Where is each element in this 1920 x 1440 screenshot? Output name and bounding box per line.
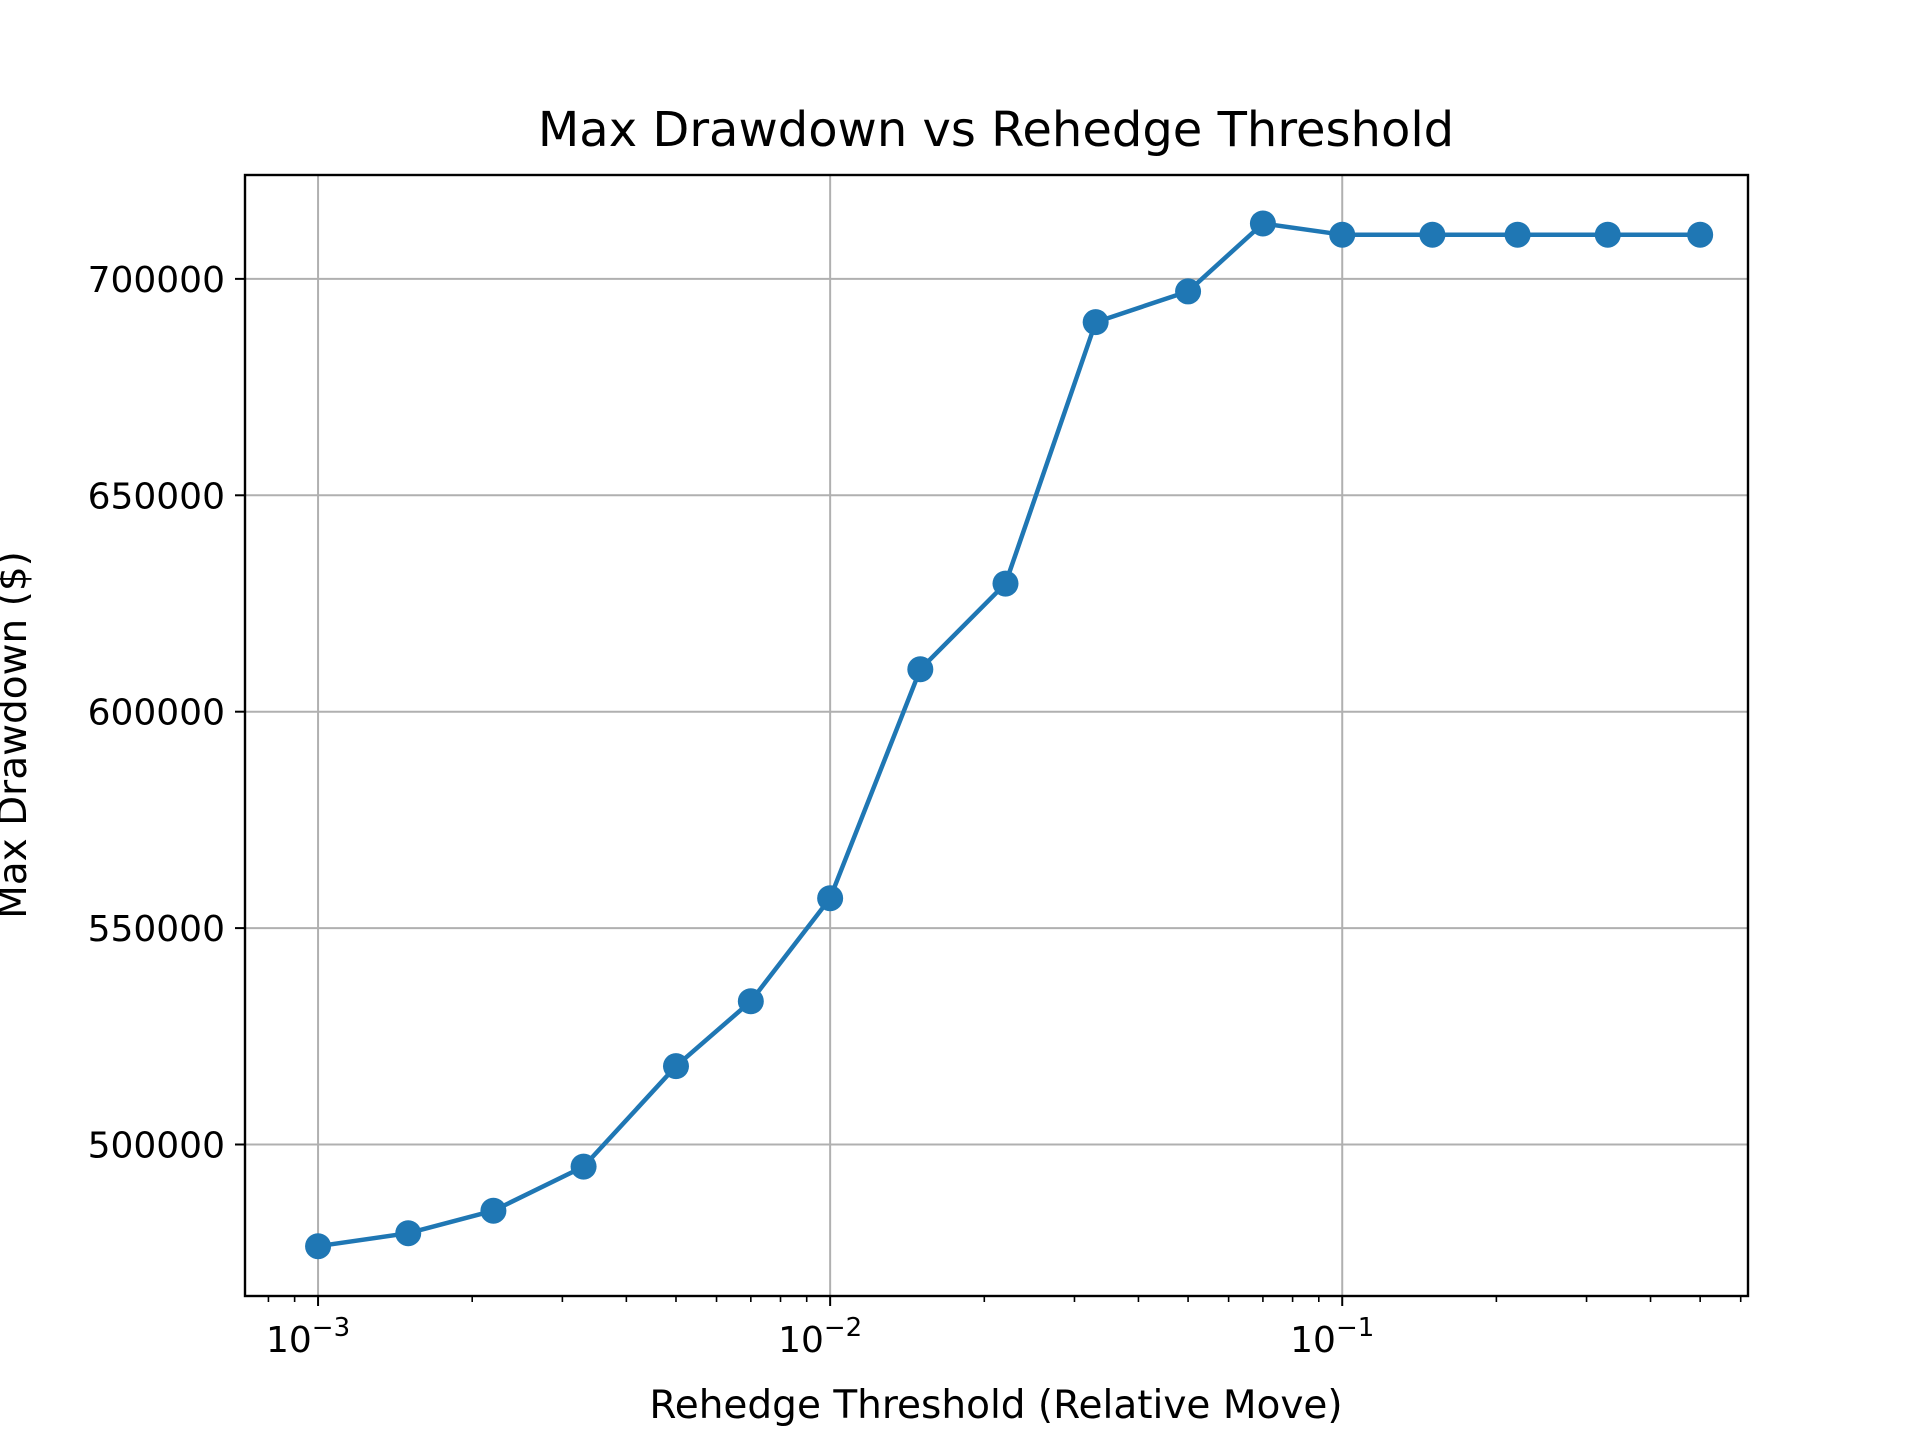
plot-frame (243, 173, 1750, 1298)
data-point (570, 1153, 597, 1180)
data-point (992, 570, 1019, 597)
data-point (1249, 210, 1276, 237)
y-axis-label: Max Drawdown ($) (0, 551, 36, 919)
data-point (1419, 221, 1446, 248)
grid (245, 175, 1748, 1296)
x-tick-label: 10−2 (778, 1313, 862, 1361)
x-tick-label: 10−1 (1290, 1313, 1374, 1361)
data-point (1175, 278, 1202, 305)
x-tick-label: 10−3 (266, 1313, 350, 1361)
y-tick-label: 650000 (88, 476, 225, 517)
y-tick-label: 500000 (88, 1126, 225, 1167)
data-point (907, 656, 934, 683)
data-point (1082, 309, 1109, 336)
x-axis-label: Rehedge Threshold (Relative Move) (649, 1383, 1342, 1428)
y-tick-label: 700000 (88, 260, 225, 301)
data-point (1687, 221, 1714, 248)
series-line-group (305, 210, 1714, 1260)
chart-title: Max Drawdown vs Rehedge Threshold (538, 102, 1454, 158)
axis-ticks: 500000 550000 600000 650000 700000 10−3 10−2 10… (88, 260, 1375, 1361)
y-tick-label: 550000 (88, 909, 225, 950)
data-point (395, 1220, 422, 1247)
data-point (817, 885, 844, 912)
y-tick-label: 600000 (88, 693, 225, 734)
data-point (305, 1233, 332, 1260)
data-point (480, 1197, 507, 1224)
data-point (737, 988, 764, 1015)
data-point (662, 1053, 689, 1080)
data-point (1329, 221, 1356, 248)
data-point (1504, 221, 1531, 248)
data-point (1594, 221, 1621, 248)
